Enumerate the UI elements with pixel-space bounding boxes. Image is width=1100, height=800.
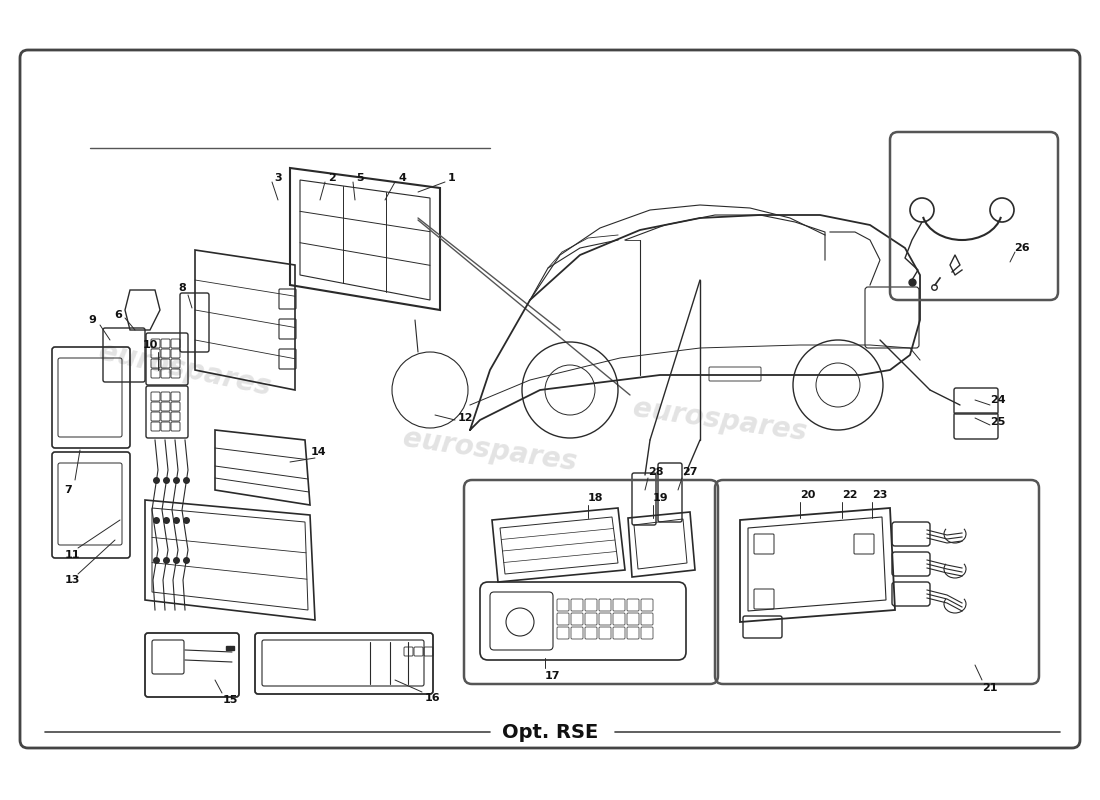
Text: 22: 22 [843, 490, 858, 500]
Text: 14: 14 [310, 447, 326, 457]
FancyBboxPatch shape [20, 50, 1080, 748]
Text: 5: 5 [356, 173, 364, 183]
Text: 20: 20 [801, 490, 816, 500]
Text: eurospares: eurospares [97, 338, 274, 402]
Text: 25: 25 [990, 417, 1005, 427]
Text: 27: 27 [682, 467, 697, 477]
Text: Opt. RSE: Opt. RSE [502, 722, 598, 742]
Text: 18: 18 [587, 493, 603, 503]
Text: 24: 24 [990, 395, 1005, 405]
Text: 4: 4 [398, 173, 406, 183]
Text: 2: 2 [328, 173, 336, 183]
Text: 13: 13 [64, 575, 79, 585]
Text: 11: 11 [64, 550, 79, 560]
Text: 6: 6 [114, 310, 122, 320]
Text: 23: 23 [872, 490, 888, 500]
Text: 19: 19 [652, 493, 668, 503]
Text: 15: 15 [222, 695, 238, 705]
Text: 28: 28 [648, 467, 663, 477]
Text: 8: 8 [178, 283, 186, 293]
Text: 1: 1 [448, 173, 455, 183]
Text: 9: 9 [88, 315, 96, 325]
Text: 26: 26 [1014, 243, 1030, 253]
Text: 7: 7 [64, 485, 72, 495]
Text: 10: 10 [142, 340, 157, 350]
Text: eurospares: eurospares [631, 394, 808, 446]
Text: 21: 21 [982, 683, 998, 693]
Text: eurospares: eurospares [402, 424, 579, 476]
Text: 3: 3 [274, 173, 282, 183]
Text: 16: 16 [425, 693, 440, 703]
Text: 17: 17 [544, 671, 560, 681]
Text: 12: 12 [458, 413, 473, 423]
